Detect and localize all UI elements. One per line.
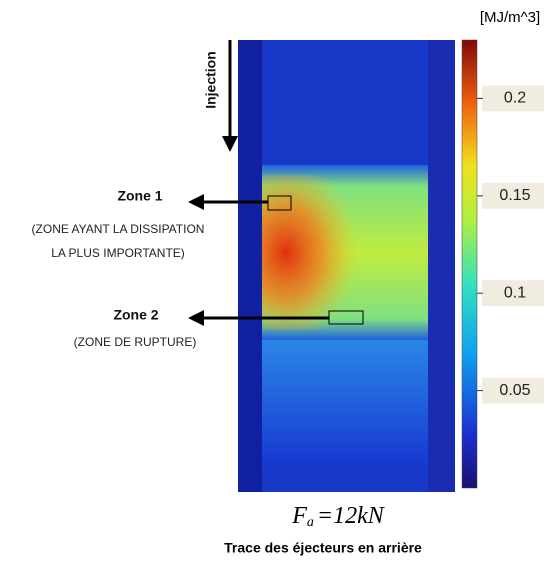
tick-label-bg: [482, 377, 544, 404]
colorbar: [461, 39, 478, 489]
tick-label: 0.2: [504, 90, 526, 107]
zone1-label: Zone 1: [117, 188, 162, 204]
formula-subscript: a: [307, 515, 314, 530]
tick-label-bg: [482, 182, 544, 209]
formula-symbol: F: [291, 503, 307, 529]
zone1-note: LA PLUS IMPORTANTE): [51, 246, 185, 260]
heatmap-image: [238, 40, 455, 492]
caption: Trace des éjecteurs en arrière: [224, 540, 422, 556]
tick-label-bg: [482, 280, 544, 307]
injection-label: Injection: [203, 51, 219, 109]
arrows: [188, 40, 329, 326]
formula-rhs: =12kN: [317, 503, 386, 529]
tick-label: 0.15: [499, 187, 530, 204]
formula: Fa =12kN: [291, 503, 386, 531]
colorbar-label: [MJ/m^3]: [480, 9, 540, 26]
zone1-note: (ZONE AYANT LA DISSIPATION: [32, 222, 205, 236]
tick-label: 0.1: [504, 284, 526, 301]
zone2-label: Zone 2: [113, 307, 158, 323]
zone2-note: (ZONE DE RUPTURE): [74, 335, 197, 349]
tick-label: 0.05: [499, 382, 530, 399]
tick-label-bg: [482, 85, 544, 112]
